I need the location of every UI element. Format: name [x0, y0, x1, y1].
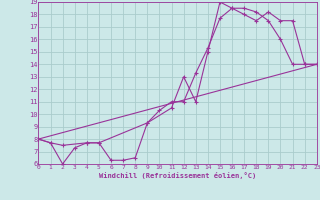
X-axis label: Windchill (Refroidissement éolien,°C): Windchill (Refroidissement éolien,°C) — [99, 172, 256, 179]
